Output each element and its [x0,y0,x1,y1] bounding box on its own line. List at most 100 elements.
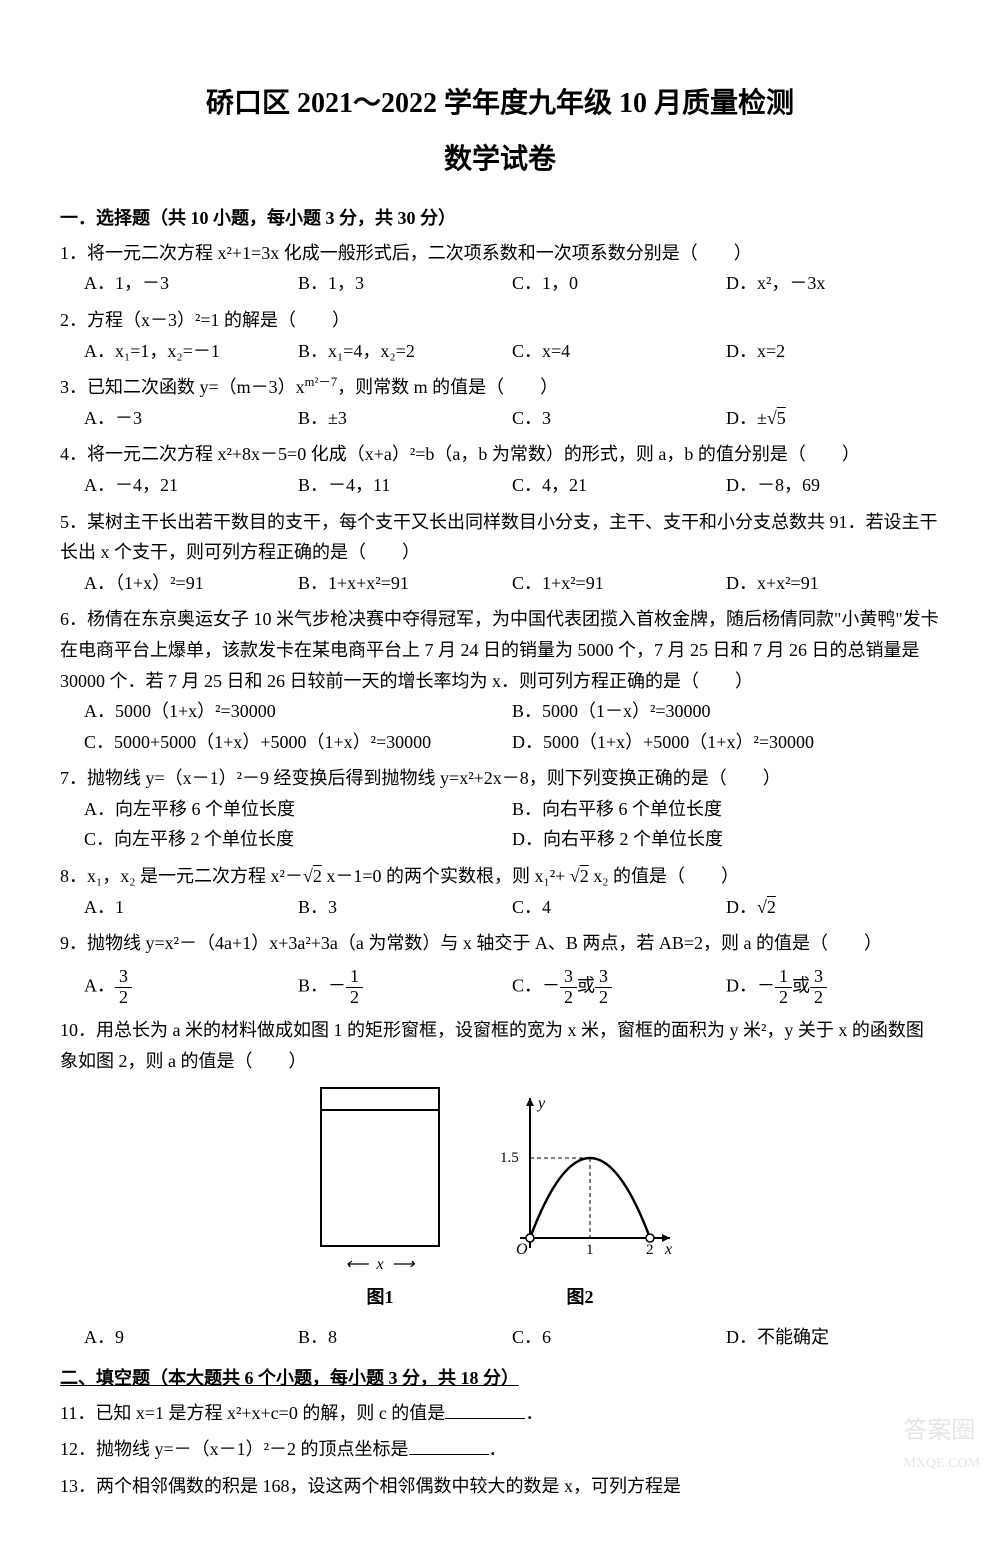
question-11: 11．已知 x=1 是方程 x²+x+c=0 的解，则 c 的值是 ． [60,1398,940,1429]
q8-d-prefix: D．√ [726,897,767,917]
q7-opt-d: D．向右平移 2 个单位长度 [512,824,940,855]
q2-opt-c: C．x=4 [512,336,726,367]
q7-opt-c: C．向左平移 2 个单位长度 [84,824,512,855]
q1-opt-d: D．x²，－3x [726,268,940,299]
q4-opt-c: C．4，21 [512,470,726,501]
question-3: 3．已知二次函数 y=（m－3）xm²－7，则常数 m 的值是（ ） A．－3 … [60,372,940,433]
q6-opt-a: A．5000（1+x）²=30000 [84,696,512,727]
q4-opt-d: D．－8，69 [726,470,940,501]
fig2-x-label: x [664,1241,672,1258]
question-9: 9．抛物线 y=x²－（4a+1）x+3a²+3a（a 为常数）与 x 轴交于 … [60,928,940,1007]
q9-c-mid: 或 [577,975,595,995]
q1-opt-b: B．1，3 [298,268,512,299]
q3-d-sqrt: 5 [777,408,786,428]
q9-text: 9．抛物线 y=x²－（4a+1）x+3a²+3a（a 为常数）与 x 轴交于 … [60,928,940,959]
q12-blank [409,1437,489,1455]
q6-opt-d: D．5000（1+x）+5000（1+x）²=30000 [512,727,940,758]
q2-options: A．x₁=1，x₂=－1 B．x₁=4，x₂=2 C．x=4 D．x=2 [84,336,940,367]
q9-a-num: 3 [115,967,132,988]
fig1-x-label: x [376,1256,383,1273]
q9-d-num1: 1 [775,967,792,988]
parabola-chart: y 1.5 O 1 2 x [480,1088,680,1268]
q9-options: A．32 B．－12 C．－32或32 D．－12或32 [84,967,940,1008]
question-5: 5．某树主干长出若干数目的支干，每个支干又长出同样数目小分支，主干、支干和小分支… [60,507,940,599]
q12-prefix: 12．抛物线 y=－（x－1）²－2 的顶点坐标是 [60,1439,409,1459]
q8-opt-b: B．3 [298,892,512,923]
q9-c-num1: 3 [560,967,577,988]
q9-c-prefix: C．－ [512,975,560,995]
section2-header: 二、填空题（本大题共 6 个小题，每小题 3 分，共 18 分） [60,1363,940,1394]
q9-opt-b: B．－12 [298,967,512,1008]
q11-suffix: ． [525,1403,543,1423]
q4-options: A．－4，21 B．－4，11 C．4，21 D．－8，69 [84,470,940,501]
q7-options: A．向左平移 6 个单位长度 B．向右平移 6 个单位长度 C．向左平移 2 个… [84,794,940,855]
fig2-x2: 2 [646,1242,654,1258]
q1-opt-c: C．1，0 [512,268,726,299]
q5-text: 5．某树主干长出若干数目的支干，每个支干又长出同样数目小分支，主干、支干和小分支… [60,507,940,568]
q3-exp: m²－7 [305,375,337,389]
q12-suffix: ． [489,1439,507,1459]
q9-d-num2: 3 [810,967,827,988]
question-8: 8．x₁，x₂ 是一元二次方程 x²－√2 x－1=0 的两个实数根，则 x₁²… [60,861,940,922]
rect-frame [320,1087,440,1247]
q4-opt-a: A．－4，21 [84,470,298,501]
q1-text: 1．将一元二次方程 x²+1=3x 化成一般形式后，二次项系数和一次项系数分别是… [60,238,940,269]
q5-opt-d: D．x+x²=91 [726,568,940,599]
q5-options: A．（1+x）²=91 B．1+x+x²=91 C．1+x²=91 D．x+x²… [84,568,940,599]
q9-c-num2: 3 [595,967,612,988]
q8-sqrt1: 2 [313,866,322,886]
q11-prefix: 11．已知 x=1 是方程 x²+x+c=0 的解，则 c 的值是 [60,1403,445,1423]
q8-mid: x－1=0 的两个实数根，则 x₁²+ √ [322,866,580,886]
fig2-origin: O [516,1241,528,1258]
fig2-ymax-label: 1.5 [500,1150,519,1166]
q3-opt-c: C．3 [512,403,726,434]
q8-suffix: x₂ 的值是（ ） [589,866,739,886]
q3-opt-a: A．－3 [84,403,298,434]
question-10: 10．用总长为 a 米的材料做成如图 1 的矩形窗框，设窗框的宽为 x 米，窗框… [60,1015,940,1353]
q9-a-prefix: A． [84,975,115,995]
q3-options: A．－3 B．±3 C．3 D．±√5 [84,403,940,434]
q10-opt-d: D．不能确定 [726,1322,940,1353]
q9-b-den: 2 [346,988,363,1008]
figure-1: ⟵ x ⟶ 图1 [320,1087,440,1313]
q9-d-prefix: D．－ [726,975,775,995]
section1-header: 一．选择题（共 10 小题，每小题 3 分，共 30 分） [60,203,940,234]
q11-blank [445,1401,525,1419]
q8-opt-d: D．√2 [726,892,940,923]
q8-sqrt2: 2 [580,866,589,886]
q10-opt-b: B．8 [298,1322,512,1353]
q2-opt-b: B．x₁=4，x₂=2 [298,336,512,367]
dim-x: ⟵ x ⟶ [320,1251,440,1278]
q9-d-den2: 2 [810,988,827,1008]
q9-c-den2: 2 [595,988,612,1008]
rect-inner-line [322,1109,438,1111]
q4-opt-b: B．－4，11 [298,470,512,501]
q7-text: 7．抛物线 y=（x－1）²－9 经变换后得到抛物线 y=x²+2x－8，则下列… [60,763,940,794]
question-7: 7．抛物线 y=（x－1）²－9 经变换后得到抛物线 y=x²+2x－8，则下列… [60,763,940,855]
q2-opt-d: D．x=2 [726,336,940,367]
q2-text: 2．方程（x－3）²=1 的解是（ ） [60,305,940,336]
q6-opt-b: B．5000（1－x）²=30000 [512,696,940,727]
question-4: 4．将一元二次方程 x²+8x－5=0 化成（x+a）²=b（a，b 为常数）的… [60,439,940,500]
q10-options: A．9 B．8 C．6 D．不能确定 [84,1322,940,1353]
q7-opt-b: B．向右平移 6 个单位长度 [512,794,940,825]
q6-text: 6．杨倩在东京奥运女子 10 米气步枪决赛中夺得冠军，为中国代表团揽入首枚金牌，… [60,604,940,696]
q10-text: 10．用总长为 a 米的材料做成如图 1 的矩形窗框，设窗框的宽为 x 米，窗框… [60,1015,940,1076]
q9-b-prefix: B．－ [298,975,346,995]
q3-opt-b: B．±3 [298,403,512,434]
q9-opt-a: A．32 [84,967,298,1008]
q7-opt-a: A．向左平移 6 个单位长度 [84,794,512,825]
question-2: 2．方程（x－3）²=1 的解是（ ） A．x₁=1，x₂=－1 B．x₁=4，… [60,305,940,366]
q10-opt-c: C．6 [512,1322,726,1353]
q9-d-mid: 或 [792,975,810,995]
q9-d-den1: 2 [775,988,792,1008]
q9-b-num: 1 [346,967,363,988]
question-1: 1．将一元二次方程 x²+1=3x 化成一般形式后，二次项系数和一次项系数分别是… [60,238,940,299]
q5-opt-c: C．1+x²=91 [512,568,726,599]
q13-text: 13．两个相邻偶数的积是 168，设这两个相邻偶数中较大的数是 x，可列方程是 [60,1476,681,1496]
q1-options: A．1，－3 B．1，3 C．1，0 D．x²，－3x [84,268,940,299]
q8-opt-c: C．4 [512,892,726,923]
q3-suffix: ，则常数 m 的值是（ ） [337,377,558,397]
q10-figures: ⟵ x ⟶ 图1 y 1.5 O 1 2 x 图2 [60,1087,940,1313]
q10-opt-a: A．9 [84,1322,298,1353]
